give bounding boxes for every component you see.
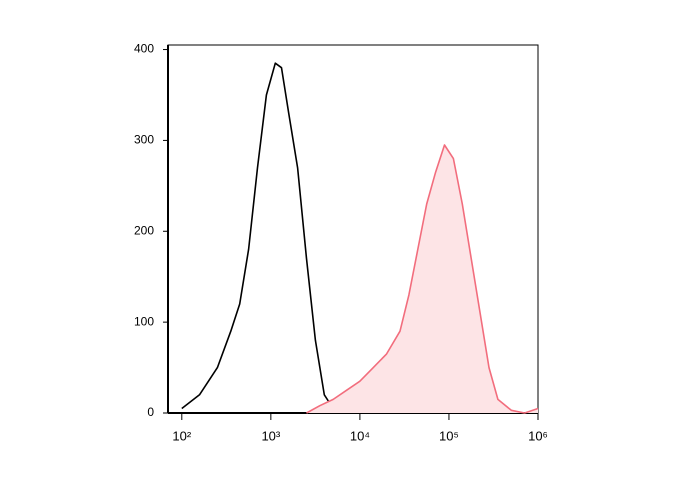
series-line <box>181 62 360 414</box>
y-tick-label: 200 <box>134 223 154 237</box>
x-tick-label: 10⁶ <box>528 428 548 443</box>
x-tick-label: 10⁵ <box>439 428 459 443</box>
x-tick-label: 10² <box>172 428 191 443</box>
y-tick-label: 100 <box>134 314 154 328</box>
series-line <box>306 144 539 414</box>
x-tick-label: 10⁴ <box>350 428 370 443</box>
series-area <box>306 145 538 413</box>
y-tick-label: 400 <box>134 42 154 56</box>
y-tick-label: 300 <box>134 133 154 147</box>
x-tick-label: 10³ <box>261 428 280 443</box>
y-tick-label: 0 <box>147 405 154 419</box>
